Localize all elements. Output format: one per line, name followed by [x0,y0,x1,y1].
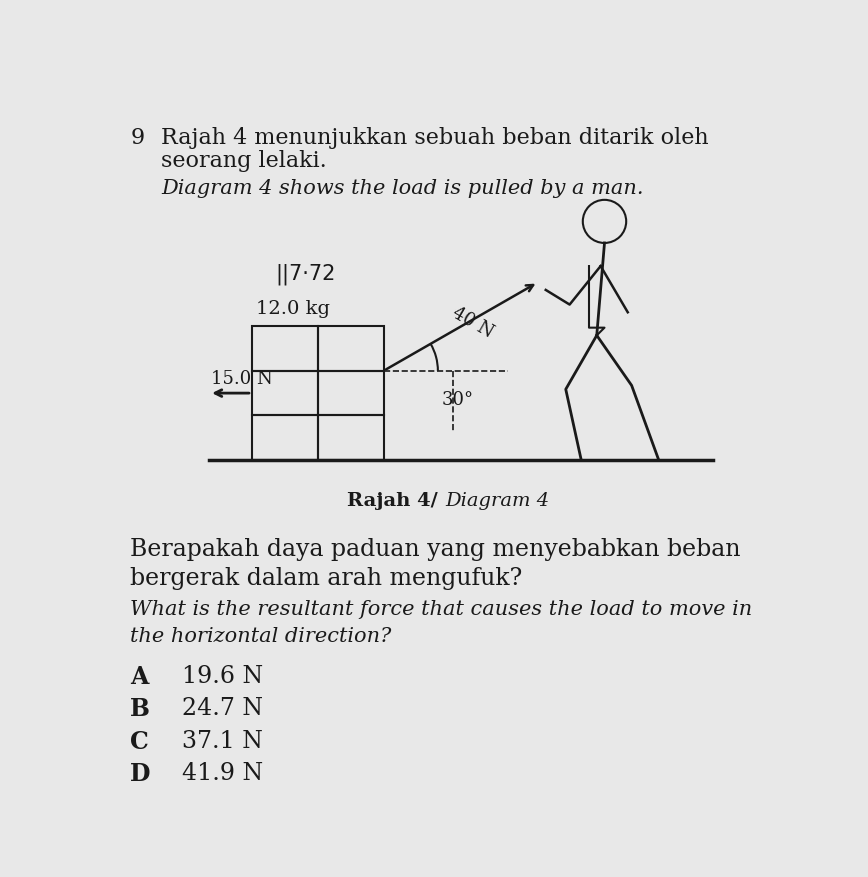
Bar [252,371,318,416]
Text: seorang lelaki.: seorang lelaki. [161,150,327,172]
Text: 41.9 N: 41.9 N [182,761,263,784]
Text: D: D [130,761,151,785]
Bar [318,371,384,416]
Text: 37.1 N: 37.1 N [182,729,263,752]
Text: 9: 9 [130,127,144,149]
Text: A: A [130,665,148,688]
Text: 19.6 N: 19.6 N [182,665,263,688]
Bar [318,416,384,460]
Text: Diagram 4: Diagram 4 [445,491,549,510]
Text: 30°: 30° [442,390,474,409]
Bar [252,327,318,371]
Text: C: C [130,729,149,753]
Text: Rajah 4/: Rajah 4/ [347,491,445,510]
Text: 24.7 N: 24.7 N [182,696,263,720]
Text: What is the resultant force that causes the load to move in: What is the resultant force that causes … [130,599,753,618]
Text: Diagram 4 shows the load is pulled by a man.: Diagram 4 shows the load is pulled by a … [161,178,644,197]
Bar [252,416,318,460]
Text: Berapakah daya paduan yang menyebabkan beban: Berapakah daya paduan yang menyebabkan b… [130,538,740,560]
Text: 12.0 kg: 12.0 kg [256,300,330,317]
Text: 40 N: 40 N [449,303,496,342]
Text: ||7·72: ||7·72 [275,263,336,284]
Text: B: B [130,696,150,721]
Text: the horizontal direction?: the horizontal direction? [130,626,391,645]
Text: 15.0 N: 15.0 N [211,369,273,388]
Text: bergerak dalam arah mengufuk?: bergerak dalam arah mengufuk? [130,567,523,589]
Text: Rajah 4 menunjukkan sebuah beban ditarik oleh: Rajah 4 menunjukkan sebuah beban ditarik… [161,127,709,149]
Bar [318,327,384,371]
